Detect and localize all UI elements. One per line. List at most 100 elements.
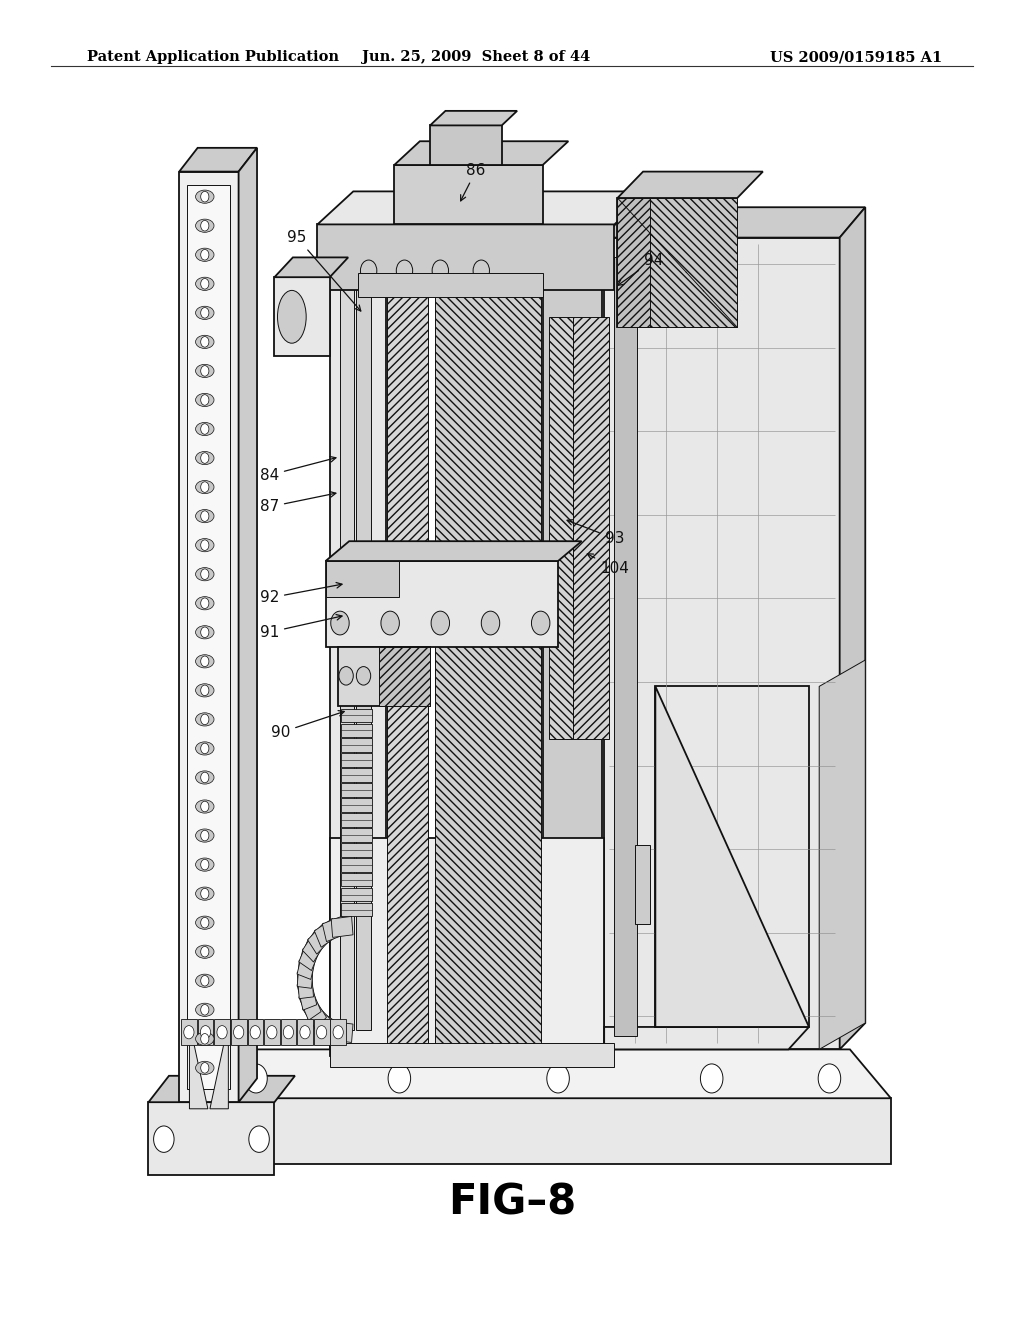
Text: 87: 87 xyxy=(260,491,336,515)
Polygon shape xyxy=(387,264,428,1056)
Polygon shape xyxy=(341,903,372,916)
Polygon shape xyxy=(617,198,650,327)
Circle shape xyxy=(249,1126,269,1152)
Circle shape xyxy=(201,337,209,347)
Circle shape xyxy=(339,667,353,685)
Circle shape xyxy=(201,482,209,492)
Ellipse shape xyxy=(278,290,306,343)
Bar xyxy=(330,238,386,1056)
Polygon shape xyxy=(617,172,763,198)
Polygon shape xyxy=(341,799,372,812)
Polygon shape xyxy=(617,198,737,327)
Bar xyxy=(614,257,637,1036)
Ellipse shape xyxy=(196,1003,214,1016)
Polygon shape xyxy=(655,686,809,1027)
Circle shape xyxy=(233,1026,244,1039)
Polygon shape xyxy=(307,923,333,954)
Polygon shape xyxy=(394,141,568,165)
Text: 91: 91 xyxy=(260,615,342,640)
Polygon shape xyxy=(299,939,322,970)
Polygon shape xyxy=(248,1019,263,1045)
Polygon shape xyxy=(819,660,865,1049)
Circle shape xyxy=(201,424,209,434)
Circle shape xyxy=(245,1064,267,1093)
Polygon shape xyxy=(341,783,372,797)
Circle shape xyxy=(201,1034,209,1044)
Polygon shape xyxy=(317,224,614,290)
Circle shape xyxy=(818,1064,841,1093)
Ellipse shape xyxy=(196,539,214,552)
Circle shape xyxy=(300,1026,310,1039)
Ellipse shape xyxy=(196,393,214,407)
Bar xyxy=(340,264,354,1030)
Polygon shape xyxy=(239,148,257,1102)
Circle shape xyxy=(201,540,209,550)
Circle shape xyxy=(700,1064,723,1093)
Polygon shape xyxy=(331,1022,353,1043)
Ellipse shape xyxy=(196,916,214,929)
Circle shape xyxy=(201,830,209,841)
Circle shape xyxy=(356,667,371,685)
Circle shape xyxy=(316,1026,327,1039)
Circle shape xyxy=(201,859,209,870)
Circle shape xyxy=(481,611,500,635)
Bar xyxy=(187,185,230,1089)
Circle shape xyxy=(201,220,209,231)
Polygon shape xyxy=(326,561,558,647)
Polygon shape xyxy=(302,997,327,1030)
Polygon shape xyxy=(430,125,502,165)
Ellipse shape xyxy=(196,277,214,290)
Circle shape xyxy=(201,743,209,754)
Polygon shape xyxy=(604,1027,809,1049)
Bar xyxy=(358,273,543,297)
Circle shape xyxy=(201,888,209,899)
Circle shape xyxy=(473,260,489,281)
Circle shape xyxy=(250,1026,260,1039)
Polygon shape xyxy=(231,1019,247,1045)
Text: US 2009/0159185 A1: US 2009/0159185 A1 xyxy=(770,50,942,65)
Polygon shape xyxy=(341,768,372,781)
Text: 95: 95 xyxy=(288,230,360,312)
Ellipse shape xyxy=(196,1061,214,1074)
Circle shape xyxy=(284,1026,294,1039)
Polygon shape xyxy=(650,198,737,327)
Circle shape xyxy=(201,191,209,202)
Polygon shape xyxy=(214,1019,230,1045)
Circle shape xyxy=(201,308,209,318)
Circle shape xyxy=(360,260,377,281)
Ellipse shape xyxy=(196,684,214,697)
Polygon shape xyxy=(840,207,865,1049)
Ellipse shape xyxy=(196,974,214,987)
Circle shape xyxy=(201,453,209,463)
Ellipse shape xyxy=(196,829,214,842)
Polygon shape xyxy=(210,1023,228,1109)
Polygon shape xyxy=(148,1076,295,1102)
Text: FIG–8: FIG–8 xyxy=(447,1181,577,1224)
Circle shape xyxy=(201,366,209,376)
Text: 104: 104 xyxy=(588,554,629,577)
Ellipse shape xyxy=(196,945,214,958)
Polygon shape xyxy=(264,1019,280,1045)
Ellipse shape xyxy=(196,219,214,232)
Polygon shape xyxy=(297,979,316,1010)
Polygon shape xyxy=(341,828,372,842)
Polygon shape xyxy=(330,838,604,1049)
Text: 94: 94 xyxy=(617,252,663,285)
Circle shape xyxy=(201,656,209,667)
Polygon shape xyxy=(379,647,430,706)
Polygon shape xyxy=(341,723,372,737)
Polygon shape xyxy=(314,1011,339,1040)
Polygon shape xyxy=(435,264,541,1056)
Polygon shape xyxy=(297,1019,313,1045)
Circle shape xyxy=(201,1005,209,1015)
Circle shape xyxy=(396,260,413,281)
Polygon shape xyxy=(281,1019,296,1045)
Ellipse shape xyxy=(196,858,214,871)
Ellipse shape xyxy=(196,480,214,494)
Polygon shape xyxy=(297,949,316,979)
Text: 84: 84 xyxy=(260,457,336,483)
Circle shape xyxy=(217,1026,227,1039)
Ellipse shape xyxy=(196,248,214,261)
Ellipse shape xyxy=(196,713,214,726)
Polygon shape xyxy=(341,843,372,857)
